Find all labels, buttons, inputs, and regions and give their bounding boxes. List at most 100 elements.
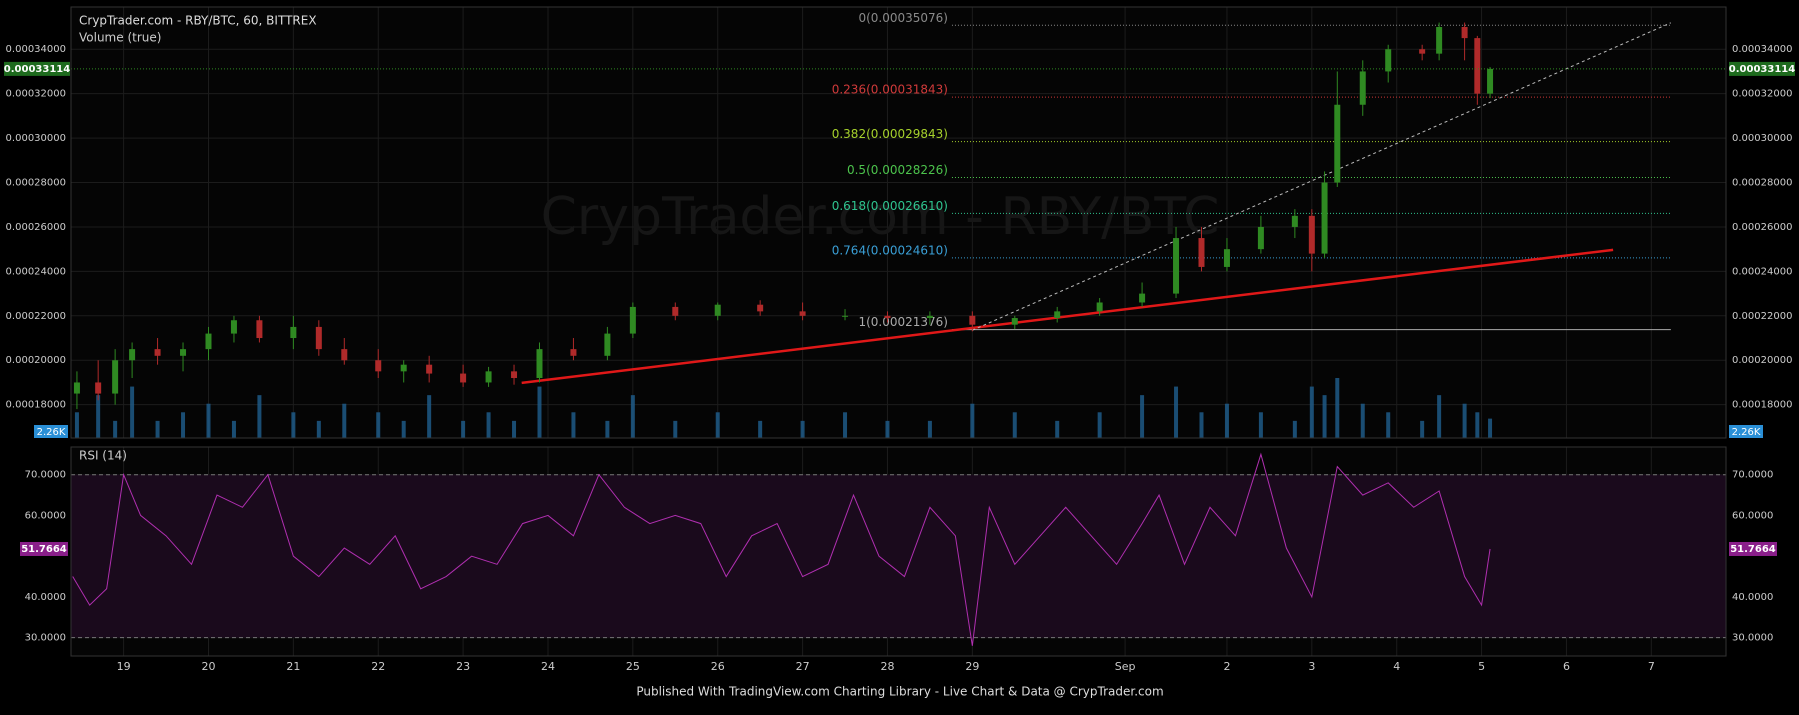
y-tick-label: 0.00028000 (1732, 178, 1792, 189)
volume-bar (1258, 412, 1263, 438)
volume-bar (1488, 418, 1493, 438)
y-tick-label: 60.0000 (1732, 510, 1773, 521)
candle-body (1461, 26, 1468, 39)
watermark: CrypTrader.com - RBY/BTC (541, 187, 1220, 247)
rsi-band (71, 474, 1726, 638)
y-tick-label: 0.00022000 (1732, 311, 1792, 322)
y-tick-label: 0.00034000 (6, 44, 66, 55)
y-tick-label: 0.00026000 (1732, 222, 1792, 233)
pane-frame (70, 6, 1727, 439)
volume-bar (970, 403, 975, 438)
volume-bar (155, 420, 160, 438)
volume-bar (1462, 403, 1467, 438)
candle-body (536, 349, 543, 379)
volume-bar (461, 420, 466, 438)
chart-title: CrypTrader.com - RBY/BTC, 60, BITTREX (79, 14, 317, 28)
x-tick-label: 27 (796, 660, 810, 673)
x-tick-label: 19 (117, 660, 131, 673)
fib-label: 0(0.00035076) (858, 11, 948, 25)
y-tick-label: 0.00024000 (1732, 266, 1792, 277)
candle-body (485, 371, 492, 383)
volume-bar (316, 420, 321, 438)
volume-bar (291, 412, 296, 438)
x-tick-label: 25 (626, 660, 640, 673)
candle-body (1173, 238, 1180, 294)
x-tick-label: 2 (1223, 660, 1230, 673)
trend-line (972, 22, 1672, 331)
x-tick-label: 7 (1648, 660, 1655, 673)
y-tick-label: 30.0000 (1732, 633, 1773, 644)
y-tick-label: 0.00018000 (1732, 400, 1792, 411)
volume-bar (1224, 403, 1229, 438)
candle-body (799, 311, 806, 316)
volume-bar (715, 412, 720, 438)
candle-body (1257, 226, 1264, 250)
volume-bar (1174, 386, 1179, 438)
candle-body (1223, 249, 1230, 267)
volume-bar (800, 420, 805, 438)
volume-value-box (34, 425, 68, 438)
volume-bar (605, 420, 610, 438)
volume-bar (1360, 403, 1365, 438)
x-tick-label: 6 (1563, 660, 1570, 673)
fib-label: 0.764(0.00024610) (832, 243, 948, 257)
candle-body (256, 320, 263, 339)
candle-body (426, 364, 433, 374)
candle-body (842, 315, 849, 317)
candle-body (1385, 49, 1392, 72)
candle-body (1334, 104, 1341, 183)
x-tick-label: 4 (1393, 660, 1400, 673)
y-tick-label: 0.00020000 (1732, 355, 1792, 366)
last-price-box (4, 61, 70, 76)
volume-bar (885, 420, 890, 438)
candle-body (1419, 49, 1426, 54)
trend-line (521, 248, 1614, 385)
candle-body (290, 326, 297, 339)
volume-bar (758, 420, 763, 438)
y-tick-label: 30.0000 (25, 633, 66, 644)
volume-bar (257, 395, 262, 438)
volume-bar (113, 420, 118, 438)
rsi-title: RSI (14) (79, 449, 127, 463)
x-tick-label: 26 (711, 660, 725, 673)
rsi-last-label: 51.7664 (21, 544, 67, 555)
candle-body (400, 364, 407, 372)
volume-bar (342, 403, 347, 438)
last-price-label: 0.00033114 (1729, 64, 1795, 75)
fib-label: 0.618(0.00026610) (832, 199, 948, 213)
candle-body (73, 382, 80, 394)
fib-label: 0.382(0.00029843) (832, 127, 948, 141)
candle-body (672, 306, 679, 316)
fib-label: 1(0.00021376) (858, 315, 948, 329)
candle-body (341, 349, 348, 361)
candle-body (180, 349, 187, 356)
candle-body (460, 373, 467, 383)
rsi-last-label: 51.7664 (1730, 544, 1776, 555)
volume-bar (843, 412, 848, 438)
volume-value-label: 2.26K (37, 427, 66, 438)
volume-value-box (1729, 425, 1763, 438)
candle-body (1011, 318, 1018, 325)
x-tick-label: 23 (456, 660, 470, 673)
candle-body (112, 360, 119, 394)
y-tick-label: 40.0000 (25, 592, 66, 603)
pane-frame (70, 446, 1727, 657)
volume-bar (231, 420, 236, 438)
candle-body (714, 304, 721, 316)
candle-body (570, 349, 577, 356)
volume-value-label: 2.26K (1732, 427, 1761, 438)
y-tick-label: 70.0000 (1732, 470, 1773, 481)
volume-bar (1309, 386, 1314, 438)
x-tick-label: 20 (201, 660, 215, 673)
y-tick-label: 0.00030000 (1732, 133, 1792, 144)
candle-body (629, 306, 636, 334)
candle-body (230, 320, 237, 334)
volume-bar (96, 395, 101, 438)
volume-bar (1420, 420, 1425, 438)
candle-body (129, 349, 136, 361)
y-tick-label: 0.00026000 (6, 222, 66, 233)
x-tick-label: 29 (965, 660, 979, 673)
volume-bar (1012, 412, 1017, 438)
